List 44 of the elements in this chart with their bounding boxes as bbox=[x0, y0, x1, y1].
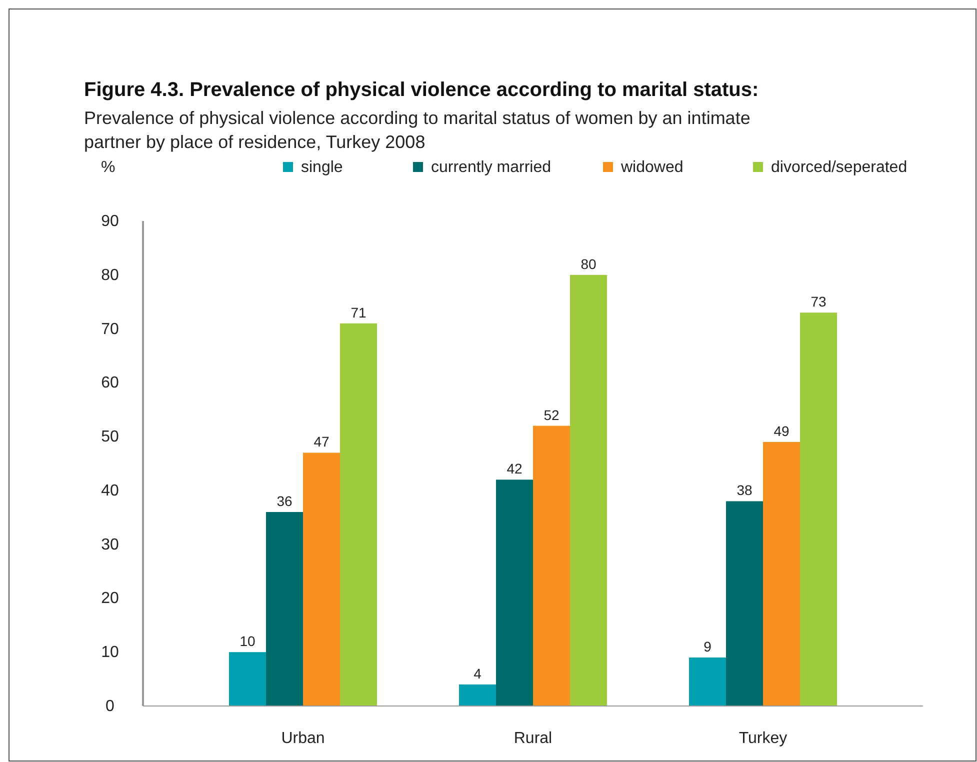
data-label: 80 bbox=[580, 256, 596, 272]
y-axis-title: % bbox=[101, 159, 116, 176]
y-tick-label: 70 bbox=[101, 320, 119, 338]
bar bbox=[533, 426, 570, 706]
bar bbox=[229, 652, 266, 706]
chart-title: Figure 4.3. Prevalence of physical violence according to marital status: bbox=[84, 79, 759, 101]
y-tick-label: 80 bbox=[101, 266, 119, 284]
data-label: 36 bbox=[276, 493, 292, 509]
data-label: 73 bbox=[810, 294, 826, 310]
bar bbox=[570, 274, 607, 706]
y-tick-label: 90 bbox=[101, 213, 119, 230]
bar bbox=[266, 512, 303, 706]
legend-label: divorced/seperated bbox=[771, 159, 908, 176]
legend-label: currently married bbox=[431, 159, 552, 176]
bar bbox=[800, 312, 837, 706]
y-tick-label: 0 bbox=[106, 698, 115, 715]
bar bbox=[763, 442, 800, 706]
x-tick-label: Rural bbox=[514, 730, 552, 747]
legend-label: widowed bbox=[620, 159, 684, 176]
bar bbox=[496, 480, 533, 706]
chart-subtitle: Prevalence of physical violence according to marital status of women by an intimate partner by place of residence, Turkey 2008 bbox=[84, 108, 750, 152]
bar bbox=[459, 684, 496, 706]
data-label: 9 bbox=[704, 638, 712, 654]
bar bbox=[689, 658, 726, 706]
data-label: 38 bbox=[736, 482, 752, 498]
data-label: 10 bbox=[240, 633, 256, 650]
legend-label: single bbox=[301, 159, 343, 176]
y-tick-label: 50 bbox=[101, 428, 119, 446]
y-tick-label: 30 bbox=[101, 536, 119, 554]
bar bbox=[303, 452, 340, 706]
data-label: 42 bbox=[506, 460, 522, 477]
bar bbox=[340, 323, 377, 706]
data-label: 4 bbox=[474, 665, 482, 682]
y-tick-label: 40 bbox=[101, 482, 119, 500]
bar bbox=[726, 501, 763, 706]
x-tick-label: Urban bbox=[281, 730, 325, 747]
x-tick-label: Turkey bbox=[738, 730, 788, 747]
y-tick-label: 10 bbox=[101, 644, 119, 662]
data-label: 49 bbox=[774, 422, 790, 439]
data-label: 47 bbox=[314, 434, 330, 450]
data-label: 71 bbox=[350, 304, 366, 320]
y-tick-label: 60 bbox=[101, 374, 119, 392]
data-label: 52 bbox=[544, 406, 560, 423]
y-tick-label: 20 bbox=[101, 590, 119, 608]
